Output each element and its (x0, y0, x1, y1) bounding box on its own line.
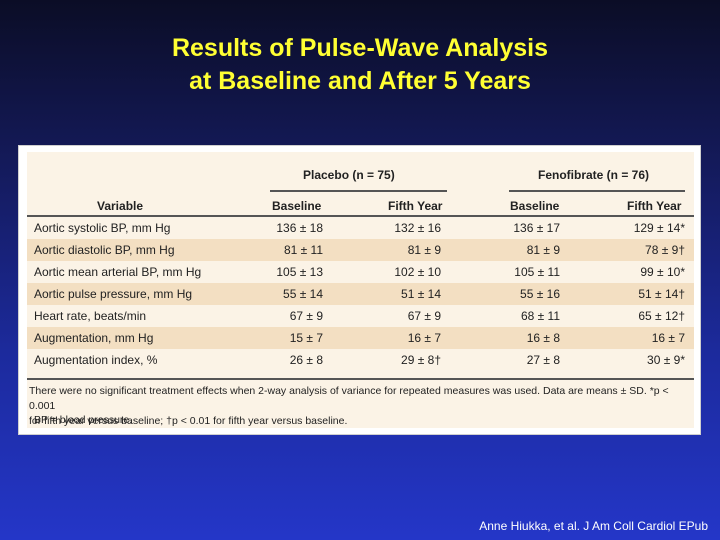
cell-fenofibrate-baseline: 55 ± 16 (520, 287, 560, 301)
column-header-placebo-fifth-year: Fifth Year (388, 199, 443, 213)
results-table: Placebo (n = 75) Fenofibrate (n = 76) Va… (27, 152, 694, 428)
cell-placebo-baseline: 55 ± 14 (283, 287, 323, 301)
cell-placebo-fifth-year: 132 ± 16 (394, 221, 441, 235)
cell-placebo-baseline: 15 ± 7 (289, 331, 323, 345)
cell-placebo-baseline: 105 ± 13 (276, 265, 323, 279)
footnote-line-2: for fifth year versus baseline; †p < 0.0… (29, 415, 348, 427)
cell-fenofibrate-fifth-year: 99 ± 10* (640, 265, 685, 279)
group-rule-placebo (270, 190, 447, 192)
slide-title-line-2: at Baseline and After 5 Years (189, 67, 531, 95)
cell-fenofibrate-baseline: 105 ± 11 (514, 265, 560, 279)
citation: Anne Hiukka, et al. J Am Coll Cardiol EP… (479, 519, 708, 533)
cell-placebo-baseline: 136 ± 18 (276, 221, 323, 235)
cell-fenofibrate-baseline: 16 ± 8 (526, 331, 560, 345)
cell-fenofibrate-baseline: 27 ± 8 (526, 353, 560, 367)
row-variable: Aortic mean arterial BP, mm Hg (34, 265, 202, 279)
group-header-fenofibrate: Fenofibrate (n = 76) (538, 168, 650, 182)
table-row: Augmentation, mm Hg 15 ± 7 16 ± 7 16 ± 8… (27, 327, 694, 349)
row-variable: Aortic diastolic BP, mm Hg (34, 243, 175, 257)
cell-placebo-fifth-year: 67 ± 9 (407, 309, 441, 323)
table-row: Aortic pulse pressure, mm Hg 55 ± 14 51 … (27, 283, 694, 305)
row-variable: Aortic pulse pressure, mm Hg (34, 287, 193, 301)
row-variable: Augmentation, mm Hg (34, 331, 154, 345)
cell-placebo-baseline: 67 ± 9 (289, 309, 323, 323)
cell-placebo-fifth-year: 81 ± 9 (407, 243, 441, 257)
table-row: Aortic mean arterial BP, mm Hg 105 ± 13 … (27, 261, 694, 283)
slide-title-line-1: Results of Pulse-Wave Analysis (171, 34, 549, 62)
group-header-placebo: Placebo (n = 75) (303, 168, 395, 182)
table-footnote: There were no significant treatment effe… (29, 384, 694, 429)
footnote-line-1: There were no significant treatment effe… (29, 385, 669, 412)
cell-fenofibrate-baseline: 81 ± 9 (526, 243, 560, 257)
table-row: Aortic systolic BP, mm Hg 136 ± 18 132 ±… (27, 217, 694, 239)
cell-fenofibrate-fifth-year: 78 ± 9† (645, 243, 685, 257)
table-row: Heart rate, beats/min 67 ± 9 67 ± 9 68 ±… (27, 305, 694, 327)
slide-title: Results of Pulse-Wave Analysis at Baseli… (0, 32, 720, 98)
row-variable: Aortic systolic BP, mm Hg (34, 221, 171, 235)
table-row: Augmentation index, % 26 ± 8 29 ± 8† 27 … (27, 349, 694, 371)
row-variable: Heart rate, beats/min (34, 309, 147, 323)
cell-fenofibrate-fifth-year: 30 ± 9* (647, 353, 685, 367)
row-variable: Augmentation index, % (34, 353, 158, 367)
footer-rule (27, 378, 694, 380)
abbreviation-note: BP = blood pressure. (34, 414, 133, 426)
column-header-fenofibrate-fifth-year: Fifth Year (627, 199, 682, 213)
cell-fenofibrate-fifth-year: 16 ± 7 (651, 331, 685, 345)
column-header-variable: Variable (97, 199, 144, 213)
cell-placebo-fifth-year: 102 ± 10 (394, 265, 441, 279)
cell-fenofibrate-fifth-year: 129 ± 14* (633, 221, 685, 235)
table-row: Aortic diastolic BP, mm Hg 81 ± 11 81 ± … (27, 239, 694, 261)
cell-fenofibrate-fifth-year: 65 ± 12† (638, 309, 685, 323)
results-table-panel: Placebo (n = 75) Fenofibrate (n = 76) Va… (18, 145, 701, 435)
cell-placebo-fifth-year: 16 ± 7 (407, 331, 441, 345)
column-header-placebo-baseline: Baseline (272, 199, 322, 213)
cell-fenofibrate-baseline: 68 ± 11 (520, 309, 560, 323)
group-rule-fenofibrate (509, 190, 685, 192)
header-rule (27, 215, 694, 217)
cell-placebo-baseline: 26 ± 8 (289, 353, 323, 367)
cell-placebo-fifth-year: 51 ± 14 (401, 287, 441, 301)
cell-fenofibrate-baseline: 136 ± 17 (513, 221, 560, 235)
cell-fenofibrate-fifth-year: 51 ± 14† (638, 287, 685, 301)
cell-placebo-baseline: 81 ± 11 (283, 243, 323, 257)
column-header-fenofibrate-baseline: Baseline (510, 199, 560, 213)
cell-placebo-fifth-year: 29 ± 8† (401, 353, 441, 367)
